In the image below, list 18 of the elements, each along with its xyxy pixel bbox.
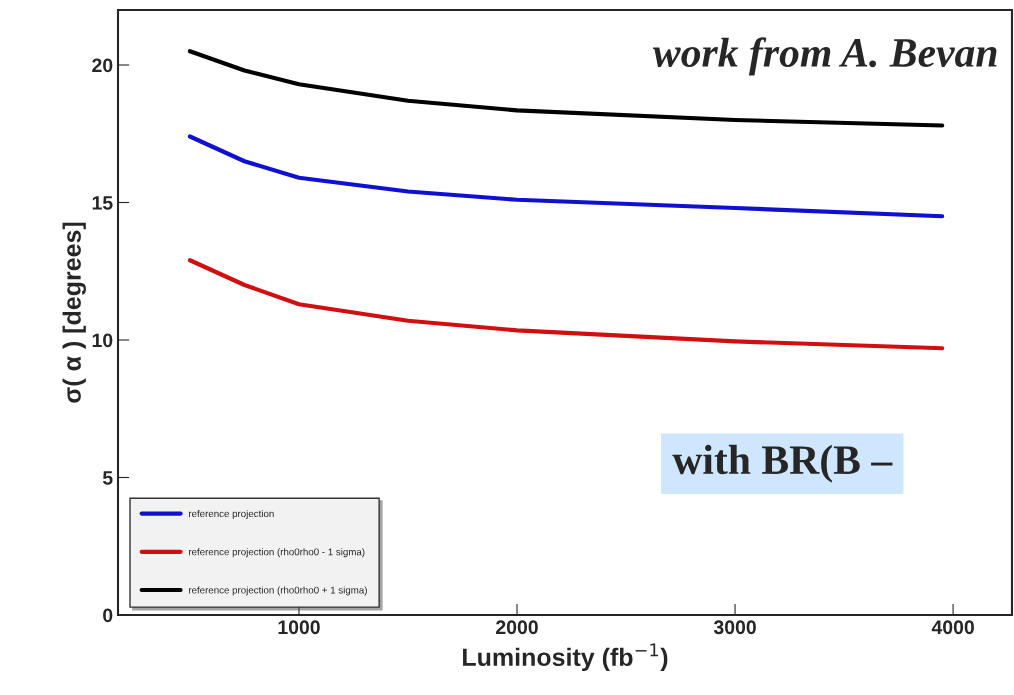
legend-label: reference projection bbox=[188, 509, 274, 519]
y-tick-label: 5 bbox=[102, 471, 113, 485]
legend-label: reference projection (rho0rho0 - 1 sigma) bbox=[188, 548, 365, 558]
y-tick-label: 10 bbox=[92, 333, 113, 348]
x-tick-label: 1000 bbox=[278, 620, 320, 635]
line-series bbox=[187, 258, 945, 351]
y-axis-title: σ( α ) [degrees] bbox=[62, 222, 86, 403]
annotation: work from A. Bevan bbox=[652, 37, 997, 76]
x-tick-label: 4000 bbox=[931, 620, 974, 635]
y-tick-label: 20 bbox=[92, 58, 113, 73]
y-tick-label: 0 bbox=[103, 608, 113, 623]
annotation: with BR(B – bbox=[672, 444, 893, 483]
line-series bbox=[187, 134, 945, 219]
x-tick-label: 2000 bbox=[496, 620, 538, 635]
y-tick-label: 15 bbox=[92, 196, 113, 210]
x-tick-label: 3000 bbox=[713, 620, 756, 635]
legend-label: reference projection (rho0rho0 + 1 sigma) bbox=[188, 586, 367, 596]
x-axis-title: Luminosity (fb$^{−1}$) bbox=[463, 643, 668, 672]
